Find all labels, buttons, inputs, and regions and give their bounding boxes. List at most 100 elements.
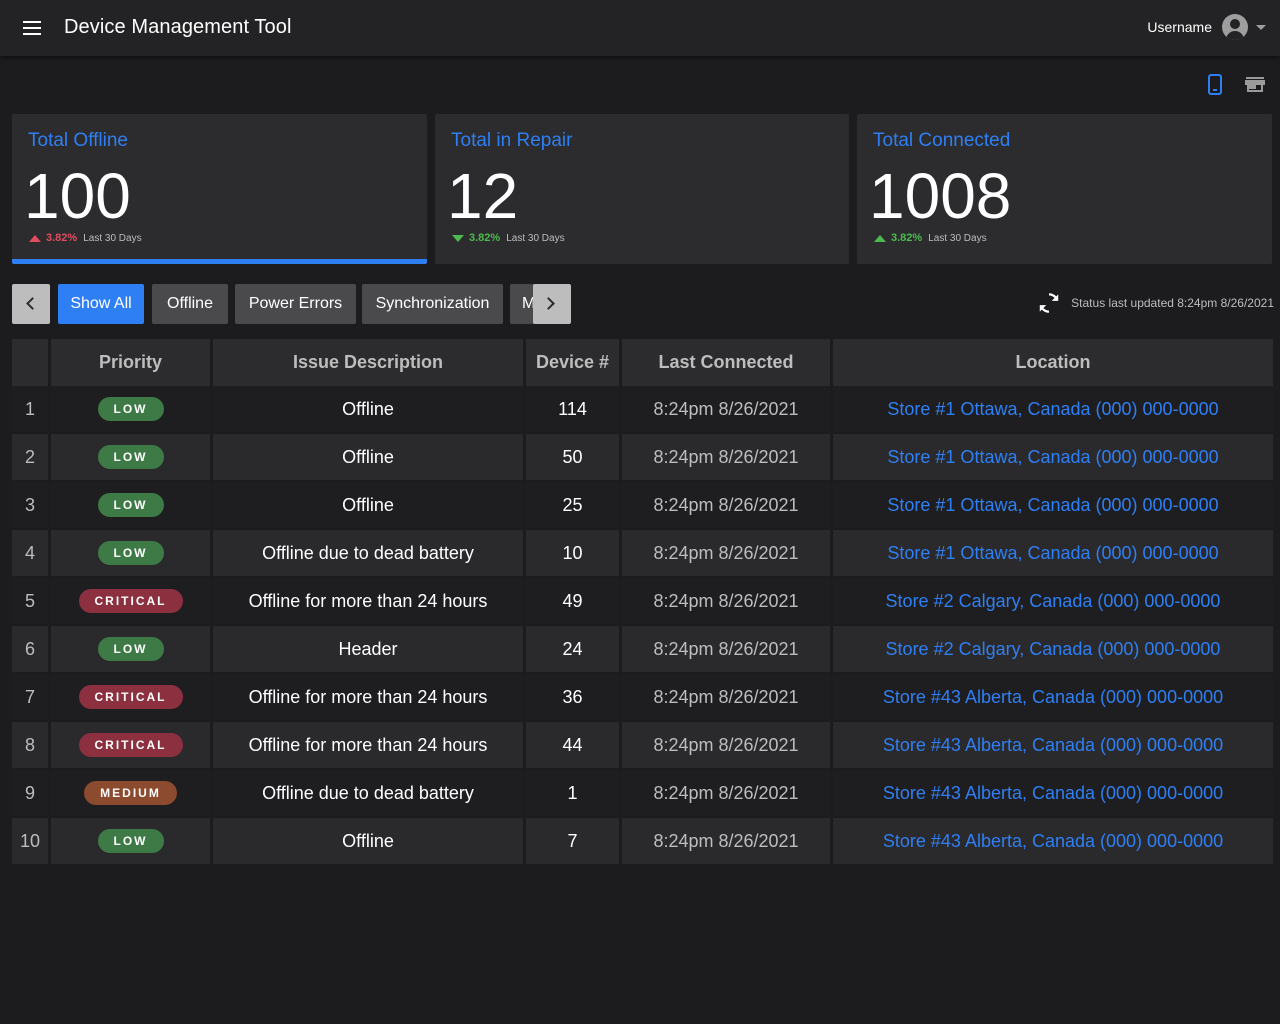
issue-description: Offline [213,818,526,866]
header-device-number[interactable]: Device # [526,339,622,386]
stat-card[interactable]: Total Connected 1008 3.82% Last 30 Days [857,114,1272,264]
triangle-up-icon [29,234,41,242]
store-icon[interactable] [1244,72,1266,96]
refresh-icon[interactable] [1036,290,1062,316]
location-cell: Store #1 Ottawa, Canada (000) 000-0000 [833,386,1273,434]
location-link[interactable]: Store #1 Ottawa, Canada (000) 000-0000 [887,398,1219,419]
filter-chip[interactable]: Synchronization [362,284,503,324]
card-title: Total Offline [28,130,128,151]
priority-cell: CRITICAL [51,674,213,722]
location-link[interactable]: Store #1 Ottawa, Canada (000) 000-0000 [887,446,1219,467]
trend-percent: 3.82% [46,232,78,244]
location-link[interactable]: Store #43 Alberta, Canada (000) 000-0000 [882,734,1224,755]
priority-cell: CRITICAL [51,578,213,626]
row-index: 7 [12,674,51,722]
table-row[interactable]: 6 LOW Header 24 8:24pm 8/26/2021 Store #2 Cal… [12,626,1273,674]
table-row[interactable]: 4 LOW Offline due to dead battery 10 8:24pm … [12,530,1273,578]
filter-chip[interactable]: Show All [58,284,144,324]
location-link[interactable]: Store #43 Alberta, Canada (000) 000-0000 [882,686,1224,707]
app-bar: Device Management Tool Username [0,0,1280,56]
location-link[interactable]: Store #2 Calgary, Canada (000) 000-0000 [885,638,1221,659]
header-last-connected[interactable]: Last Connected [622,339,833,386]
app-title: Device Management Tool [64,16,292,38]
issue-description: Offline for more than 24 hours [213,722,526,770]
issue-description: Offline due to dead battery [213,530,526,578]
card-value: 1008 [869,160,1012,232]
card-trend: 3.82% Last 30 Days [452,232,565,244]
row-index: 8 [12,722,51,770]
priority-cell: LOW [51,482,213,530]
device-number: 25 [526,482,622,530]
location-link[interactable]: Store #43 Alberta, Canada (000) 000-0000 [882,830,1224,851]
chevron-left-icon[interactable] [12,284,50,324]
header-priority[interactable]: Priority [51,339,213,386]
priority-cell: LOW [51,818,213,866]
table-row[interactable]: 2 LOW Offline 50 8:24pm 8/26/2021 Store #1 Ot… [12,434,1273,482]
row-index: 2 [12,434,51,482]
location-link[interactable]: Store #1 Ottawa, Canada (000) 000-0000 [887,494,1219,515]
issue-description: Offline [213,386,526,434]
chevron-down-icon [1256,24,1266,30]
priority-badge: LOW [97,637,164,661]
table-row[interactable]: 7 CRITICAL Offline for more than 24 hours 3… [12,674,1273,722]
priority-cell: MEDIUM [51,770,213,818]
location-link[interactable]: Store #1 Ottawa, Canada (000) 000-0000 [887,542,1219,563]
header-index[interactable] [12,339,51,386]
issue-description: Offline for more than 24 hours [213,578,526,626]
status-text: Status last updated 8:24pm 8/26/2021 [1071,296,1274,310]
device-number: 50 [526,434,622,482]
trend-label: Last 30 Days [928,232,987,244]
table-row[interactable]: 3 LOW Offline 25 8:24pm 8/26/2021 Store #1 Ot… [12,482,1273,530]
location-cell: Store #43 Alberta, Canada (000) 000-0000 [833,674,1273,722]
last-connected: 8:24pm 8/26/2021 [622,482,833,530]
row-index: 3 [12,482,51,530]
user-menu[interactable]: Username [1147,14,1266,40]
device-number: 7 [526,818,622,866]
table-row[interactable]: 8 CRITICAL Offline for more than 24 hours 4… [12,722,1273,770]
card-trend: 3.82% Last 30 Days [29,232,142,244]
last-connected: 8:24pm 8/26/2021 [622,722,833,770]
stat-card[interactable]: Total in Repair 12 3.82% Last 30 Days [435,114,849,264]
device-number: 24 [526,626,622,674]
menu-icon[interactable] [20,16,44,40]
priority-cell: LOW [51,386,213,434]
triangle-up-icon [874,234,886,242]
device-number: 49 [526,578,622,626]
location-cell: Store #1 Ottawa, Canada (000) 000-0000 [833,530,1273,578]
issue-description: Header [213,626,526,674]
stat-card[interactable]: Total Offline 100 3.82% Last 30 Days [12,114,427,264]
filter-chip[interactable]: Offline [152,284,228,324]
last-connected: 8:24pm 8/26/2021 [622,530,833,578]
table-row[interactable]: 1 LOW Offline 114 8:24pm 8/26/2021 Store #1 O… [12,386,1273,434]
row-index: 1 [12,386,51,434]
header-issue-description[interactable]: Issue Description [213,339,526,386]
priority-cell: LOW [51,530,213,578]
issues-table: Priority Issue Description Device # Last… [12,339,1273,866]
card-title: Total in Repair [451,130,573,151]
card-title: Total Connected [873,130,1011,151]
table-row[interactable]: 10 LOW Offline 7 8:24pm 8/26/2021 Store #43 A… [12,818,1273,866]
location-cell: Store #43 Alberta, Canada (000) 000-0000 [833,770,1273,818]
priority-badge: LOW [97,829,164,853]
table-row[interactable]: 9 MEDIUM Offline due to dead battery 1 8:24p… [12,770,1273,818]
issue-description: Offline due to dead battery [213,770,526,818]
last-connected: 8:24pm 8/26/2021 [622,626,833,674]
last-connected: 8:24pm 8/26/2021 [622,770,833,818]
header-location[interactable]: Location [833,339,1273,386]
table-row[interactable]: 5 CRITICAL Offline for more than 24 hours 4… [12,578,1273,626]
chevron-right-icon[interactable] [533,284,571,324]
priority-badge: CRITICAL [78,589,183,613]
trend-percent: 3.82% [891,232,923,244]
last-connected: 8:24pm 8/26/2021 [622,674,833,722]
location-link[interactable]: Store #43 Alberta, Canada (000) 000-0000 [882,782,1224,803]
last-connected: 8:24pm 8/26/2021 [622,386,833,434]
filter-chip[interactable]: Power Errors [235,284,356,324]
device-number: 36 [526,674,622,722]
row-index: 5 [12,578,51,626]
phone-icon[interactable] [1204,72,1226,96]
location-link[interactable]: Store #2 Calgary, Canada (000) 000-0000 [885,590,1221,611]
priority-badge: CRITICAL [78,733,183,757]
issue-description: Offline [213,434,526,482]
priority-badge: LOW [97,541,164,565]
device-number: 114 [526,386,622,434]
